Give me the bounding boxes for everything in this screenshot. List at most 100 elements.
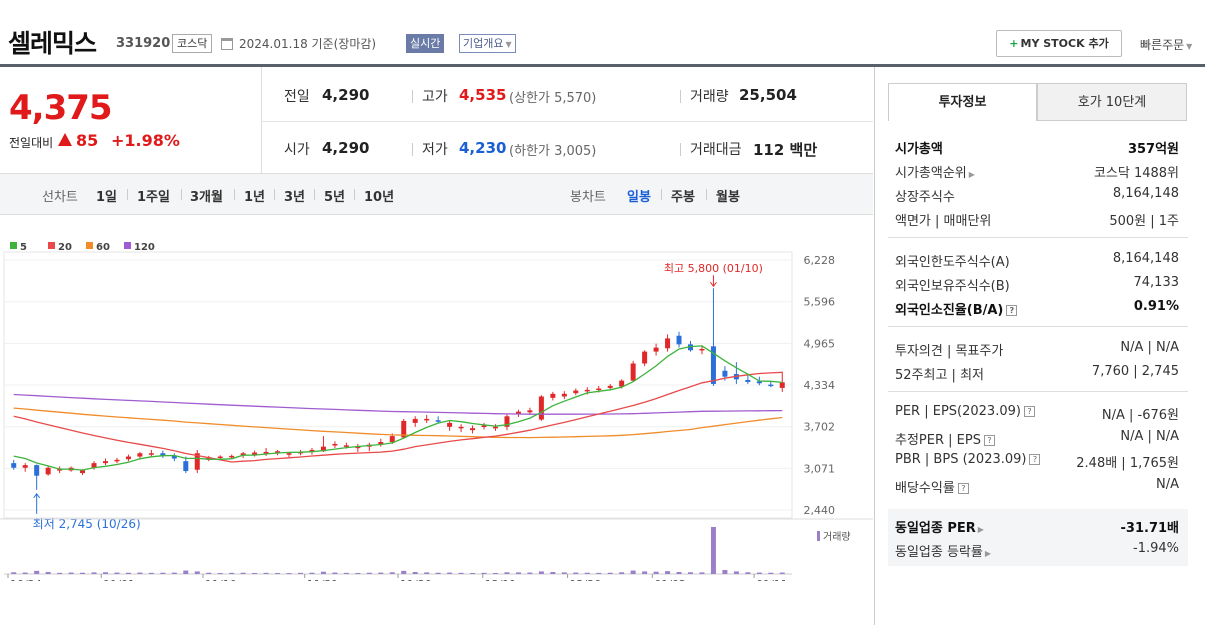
candle-body xyxy=(389,436,395,443)
opinion-value: N/A | N/A xyxy=(1120,340,1179,355)
amount-label: 거래대금 xyxy=(690,142,742,158)
low-value: 4,230 xyxy=(459,139,507,157)
candle-body xyxy=(493,426,498,429)
add-mystock-label: MY STOCK 추가 xyxy=(1020,37,1109,50)
candle-body xyxy=(515,411,521,415)
candle-body xyxy=(194,453,200,470)
row-divider xyxy=(888,326,1188,327)
legend-swatch xyxy=(124,242,131,249)
period-1w[interactable]: 1주일 xyxy=(137,190,170,205)
high-label: 고가 xyxy=(422,89,448,105)
volume-bar xyxy=(34,570,40,574)
candle-body xyxy=(710,346,716,384)
legend-label: 20 xyxy=(58,242,72,253)
help-icon[interactable]: ? xyxy=(1006,305,1018,316)
help-icon[interactable]: ? xyxy=(983,435,995,446)
volume-bar xyxy=(653,571,659,574)
price-panel xyxy=(0,67,873,174)
peer-per-value: -31.71배 xyxy=(1120,521,1179,536)
legend-label: 120 xyxy=(134,242,155,253)
candle-body xyxy=(125,456,131,460)
per-value: N/A | -676원 xyxy=(1101,408,1179,423)
candle-body xyxy=(642,351,648,364)
peer-rate-label: 동일업종 등락률 xyxy=(895,545,983,560)
stock-code: 331920 xyxy=(116,36,171,51)
candle-body xyxy=(22,465,28,468)
volume-bar xyxy=(103,572,108,574)
volume-bar xyxy=(435,572,441,574)
price-chart[interactable]: 5 20 60 120 6,228 5,596 4,965 4,334 3,702 3,071 2,… xyxy=(0,236,873,581)
period-3y[interactable]: 3년 xyxy=(284,190,306,205)
tab-hoga[interactable]: 호가 10단계 xyxy=(1037,83,1187,121)
volume-bar xyxy=(733,571,739,574)
volume-bar xyxy=(538,571,544,574)
period-1d[interactable]: 1일 xyxy=(96,190,118,205)
period-5y[interactable]: 5년 xyxy=(324,190,346,205)
current-price: 4,375 xyxy=(9,88,113,128)
candle-body xyxy=(343,445,349,447)
candle-body xyxy=(320,446,326,452)
x-tick-label: 01/11 xyxy=(756,578,788,581)
period-bar xyxy=(0,174,873,215)
per-label: PER | EPS(2023.09) xyxy=(895,404,1021,419)
candle-body xyxy=(103,461,108,464)
chevron-right-icon: ▶ xyxy=(977,525,984,534)
candle-body xyxy=(607,385,613,388)
add-mystock-button[interactable]: + MY STOCK 추가 xyxy=(996,30,1122,57)
help-icon[interactable]: ? xyxy=(1029,454,1041,465)
candle-body xyxy=(11,463,17,468)
x-tick-label: 11/10 xyxy=(205,578,237,581)
legend-swatch xyxy=(48,242,55,249)
candle-body xyxy=(217,456,223,459)
volume-bar xyxy=(607,572,613,574)
volume-bar xyxy=(412,571,418,574)
candle-body xyxy=(435,420,441,422)
volume-value: 25,504 xyxy=(739,86,797,104)
volume-bar xyxy=(561,572,567,574)
candle-weekly[interactable]: 주봉 xyxy=(671,190,695,205)
quick-order-dropdown[interactable]: 빠른주문 ▼ xyxy=(1140,36,1192,53)
volume-bar xyxy=(366,572,372,574)
peer-rate-link[interactable]: 동일업종 등락률 ▶ xyxy=(895,541,991,560)
candle-body xyxy=(160,453,166,456)
separator xyxy=(314,189,315,200)
separator xyxy=(354,189,355,200)
company-overview-dropdown[interactable]: 기업개요 ▼ xyxy=(459,34,516,53)
volume-bar xyxy=(779,572,785,574)
volume-bar xyxy=(57,572,63,574)
candle-daily[interactable]: 일봉 xyxy=(627,190,651,205)
w52-label: 52주최고 | 최저 xyxy=(895,368,984,383)
separator xyxy=(661,189,662,200)
help-icon[interactable]: ? xyxy=(1023,406,1035,417)
chevron-down-icon: ▼ xyxy=(1186,42,1193,51)
period-1y[interactable]: 1년 xyxy=(244,190,266,205)
volume-bar xyxy=(355,572,361,574)
candle-body xyxy=(263,451,269,454)
help-icon[interactable]: ? xyxy=(957,483,969,494)
candle-body xyxy=(527,410,533,413)
candle-body xyxy=(630,363,636,381)
tab-invest-info[interactable]: 투자정보 xyxy=(888,83,1037,121)
period-3m[interactable]: 3개월 xyxy=(190,190,223,205)
legend-label: 5 xyxy=(20,242,27,253)
volume-bar xyxy=(470,572,476,574)
volume-bar xyxy=(194,571,200,574)
peer-per-link[interactable]: 동일업종 PER ▶ xyxy=(895,517,984,536)
volume-bar xyxy=(630,570,636,574)
candle-monthly[interactable]: 월봉 xyxy=(716,190,740,205)
volume-bar xyxy=(45,571,51,574)
period-10y[interactable]: 10년 xyxy=(364,190,395,205)
low-arrow-head xyxy=(33,493,41,499)
realtime-button[interactable]: 실시간 xyxy=(406,34,445,53)
candle-body xyxy=(573,390,579,394)
stock-name: 셀레믹스 xyxy=(8,29,97,58)
volume-bar xyxy=(206,572,212,574)
div-value: N/A xyxy=(1156,477,1179,492)
volume-bar xyxy=(573,572,579,574)
candle-body xyxy=(756,381,762,384)
x-tick-label: 11/21 xyxy=(307,578,339,581)
est-per-label: 추정PER | EPS xyxy=(895,433,981,448)
ma-line-120 xyxy=(13,393,783,415)
cap-rank-link[interactable]: 시가총액순위 ▶ xyxy=(895,162,975,181)
change-label: 전일대비 xyxy=(9,136,54,150)
